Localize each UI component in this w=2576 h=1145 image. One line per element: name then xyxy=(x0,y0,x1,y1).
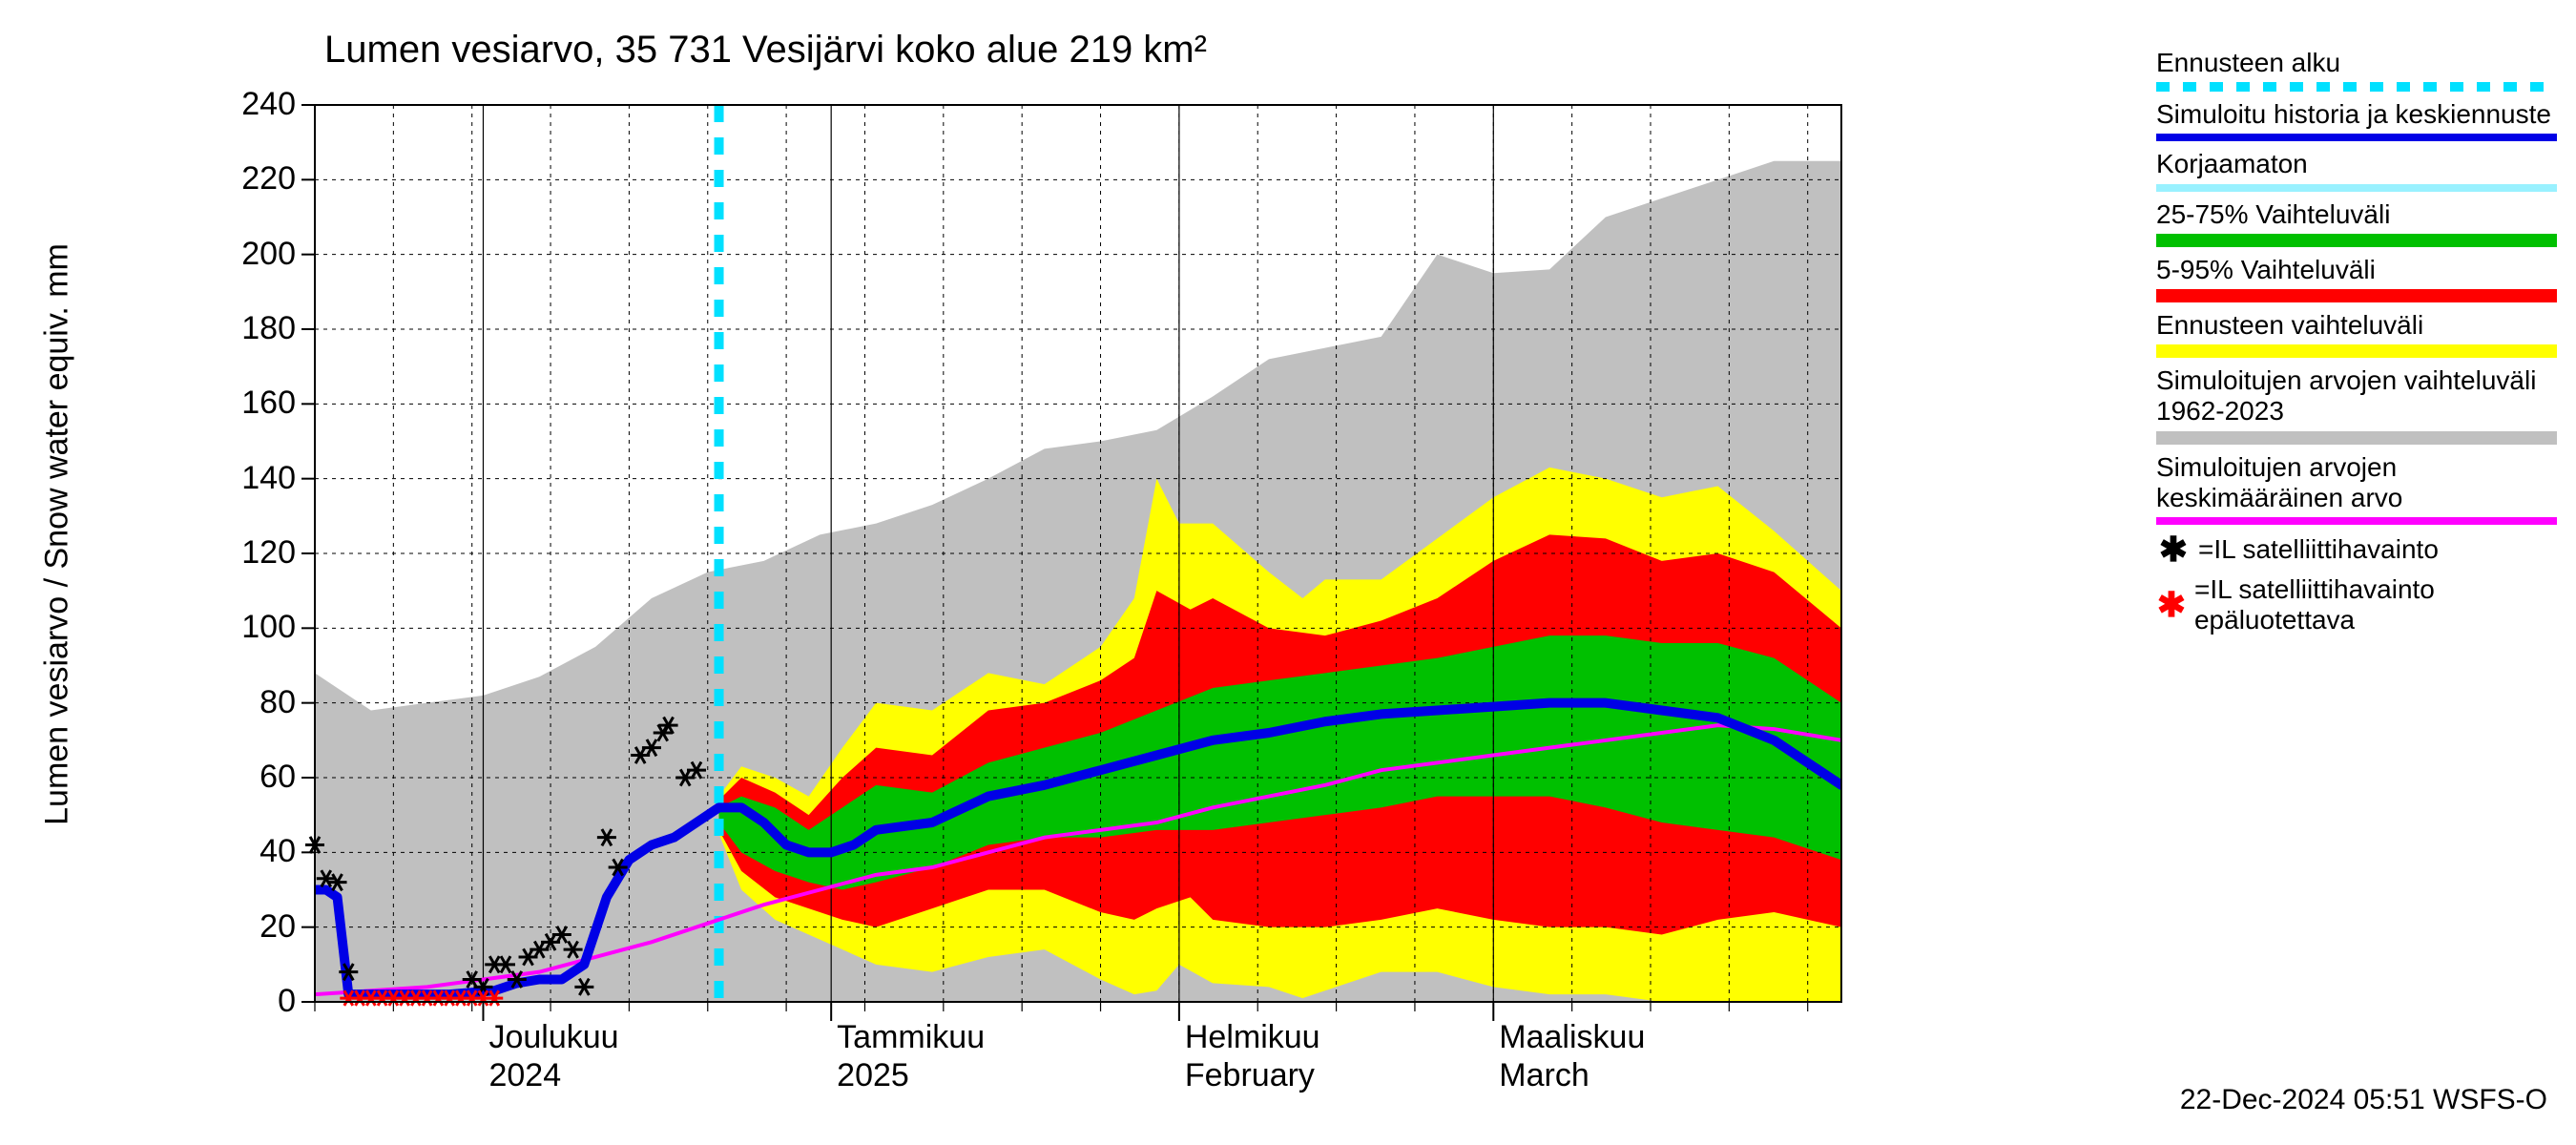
legend-label: Simuloitu historia ja keskiennuste xyxy=(2156,99,2557,130)
legend-swatch xyxy=(2156,234,2557,247)
legend-entry: Korjaamaton xyxy=(2156,149,2557,191)
legend: Ennusteen alku Simuloitu historia ja kesk… xyxy=(2156,48,2557,643)
x-month-label: Joulukuu xyxy=(488,1019,618,1056)
x-month-label: Maaliskuu xyxy=(1499,1019,1645,1056)
x-month-sublabel: March xyxy=(1499,1057,1589,1094)
legend-swatch xyxy=(2156,184,2557,192)
legend-entry: ✱=IL satelliittihavainto xyxy=(2156,532,2557,567)
legend-entry: Simuloitu historia ja keskiennuste xyxy=(2156,99,2557,141)
legend-swatch xyxy=(2156,289,2557,302)
legend-swatch xyxy=(2156,134,2557,141)
y-tick-label: 40 xyxy=(219,833,296,870)
legend-marker-icon: ✱ xyxy=(2156,588,2187,622)
x-month-sublabel: 2024 xyxy=(488,1057,561,1094)
y-tick-label: 80 xyxy=(219,684,296,721)
y-tick-label: 160 xyxy=(219,385,296,422)
y-tick-label: 20 xyxy=(219,908,296,946)
legend-label: Ennusteen alku xyxy=(2156,48,2557,78)
y-tick-label: 120 xyxy=(219,534,296,572)
chart-container: Lumen vesiarvo, 35 731 Vesijärvi koko al… xyxy=(0,0,2576,1145)
legend-swatch xyxy=(2156,82,2557,92)
y-tick-label: 0 xyxy=(219,983,296,1020)
legend-entry: Simuloitujen arvojen keskimääräinen arvo xyxy=(2156,452,2557,525)
legend-marker-icon: ✱ xyxy=(2156,532,2191,567)
legend-entry: ✱=IL satelliittihavainto epäluotettava xyxy=(2156,574,2557,635)
y-tick-label: 240 xyxy=(219,86,296,123)
legend-entry: 5-95% Vaihteluväli xyxy=(2156,255,2557,302)
y-tick-label: 140 xyxy=(219,460,296,497)
legend-entry: 25-75% Vaihteluväli xyxy=(2156,199,2557,247)
legend-label: 5-95% Vaihteluväli xyxy=(2156,255,2557,285)
legend-label: Ennusteen vaihteluväli xyxy=(2156,310,2557,341)
x-month-label: Helmikuu xyxy=(1185,1019,1320,1056)
y-tick-label: 100 xyxy=(219,609,296,646)
x-month-sublabel: February xyxy=(1185,1057,1315,1094)
legend-swatch xyxy=(2156,517,2557,525)
legend-label: Simuloitujen arvojen keskimääräinen arvo xyxy=(2156,452,2557,513)
legend-label: =IL satelliittihavainto epäluotettava xyxy=(2194,574,2557,635)
y-tick-label: 200 xyxy=(219,236,296,273)
legend-swatch xyxy=(2156,431,2557,445)
legend-entry: Ennusteen vaihteluväli xyxy=(2156,310,2557,358)
x-month-sublabel: 2025 xyxy=(837,1057,909,1094)
legend-label: Korjaamaton xyxy=(2156,149,2557,179)
x-month-label: Tammikuu xyxy=(837,1019,985,1056)
y-tick-label: 220 xyxy=(219,160,296,198)
legend-swatch xyxy=(2156,344,2557,358)
y-tick-label: 180 xyxy=(219,310,296,347)
legend-label: Simuloitujen arvojen vaihteluväli 1962-2… xyxy=(2156,365,2557,427)
y-tick-label: 60 xyxy=(219,759,296,796)
legend-label: =IL satelliittihavainto xyxy=(2198,534,2439,565)
chart-footer: 22-Dec-2024 05:51 WSFS-O xyxy=(2180,1084,2547,1116)
legend-entry: Ennusteen alku xyxy=(2156,48,2557,92)
legend-entry: Simuloitujen arvojen vaihteluväli 1962-2… xyxy=(2156,365,2557,444)
legend-label: 25-75% Vaihteluväli xyxy=(2156,199,2557,230)
